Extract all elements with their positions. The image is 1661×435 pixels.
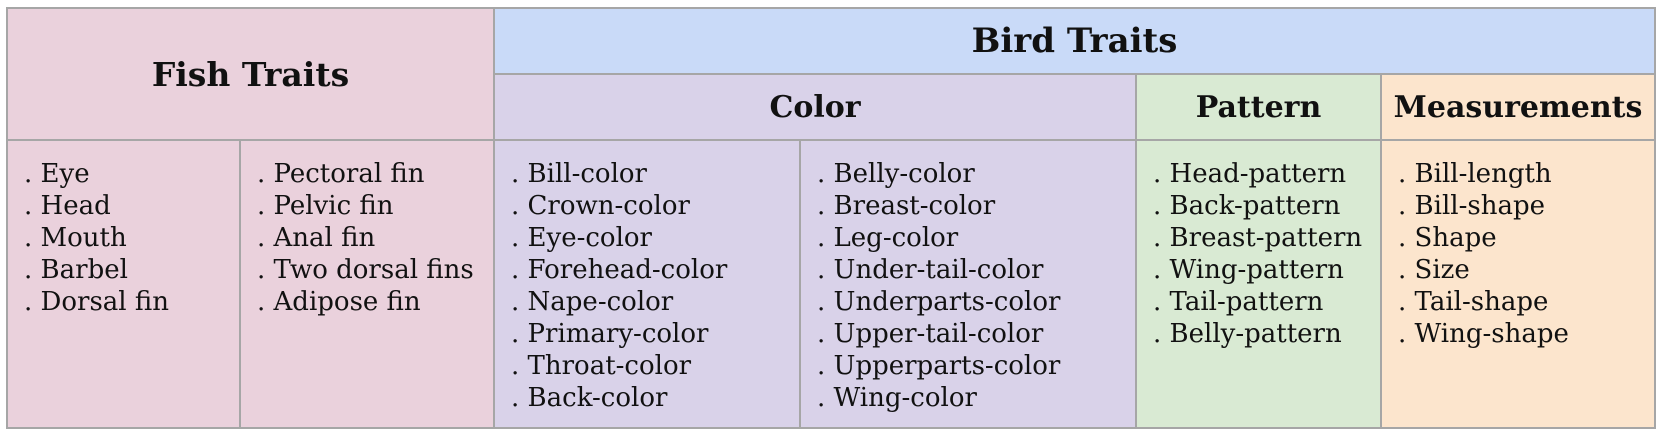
fish-traits-column-1: EyeHeadMouthBarbelDorsal fin: [6, 139, 241, 429]
pattern-trait-item: Breast-pattern: [1153, 222, 1374, 254]
color-trait-item: Throat-color: [511, 350, 793, 382]
pattern-trait-item: Head-pattern: [1153, 158, 1374, 190]
measurement-trait-item: Bill-length: [1398, 158, 1648, 190]
fish-trait-item: Mouth: [24, 222, 233, 254]
color-traits-column-2: Belly-colorBreast-colorLeg-colorUnder-ta…: [799, 139, 1137, 429]
color-trait-item: Upperparts-color: [817, 350, 1129, 382]
color-trait-item: Belly-color: [817, 158, 1129, 190]
pattern-trait-item: Belly-pattern: [1153, 318, 1374, 350]
measurement-trait-item: Size: [1398, 254, 1648, 286]
fish-traits-column-2: Pectoral finPelvic finAnal finTwo dorsal…: [239, 139, 495, 429]
color-header: Color: [493, 73, 1137, 141]
fish-trait-item: Barbel: [24, 254, 233, 286]
measurements-header: Measurements: [1379, 73, 1657, 141]
color-trait-item: Eye-color: [511, 222, 793, 254]
fish-trait-item: Anal fin: [257, 222, 487, 254]
color-trait-item: Breast-color: [817, 190, 1129, 222]
fish-trait-item: Pelvic fin: [257, 190, 487, 222]
color-trait-item: Upper-tail-color: [817, 318, 1129, 350]
color-trait-item: Under-tail-color: [817, 254, 1129, 286]
color-trait-item: Back-color: [511, 382, 793, 414]
measurement-trait-item: Wing-shape: [1398, 318, 1648, 350]
fish-trait-item: Eye: [24, 158, 233, 190]
color-trait-item: Bill-color: [511, 158, 793, 190]
pattern-header: Pattern: [1135, 73, 1382, 141]
fish-trait-item: Pectoral fin: [257, 158, 487, 190]
measurement-trait-item: Tail-shape: [1398, 286, 1648, 318]
bird-traits-header: Bird Traits: [492, 7, 1657, 75]
pattern-trait-item: Tail-pattern: [1153, 286, 1374, 318]
traits-table: Fish Traits Bird Traits Color Pattern Me…: [6, 7, 1657, 429]
color-traits-column-1: Bill-colorCrown-colorEye-colorForehead-c…: [493, 139, 801, 429]
fish-traits-header: Fish Traits: [6, 7, 495, 141]
fish-trait-item: Head: [24, 190, 233, 222]
fish-trait-item: Dorsal fin: [24, 286, 233, 318]
pattern-trait-item: Wing-pattern: [1153, 254, 1374, 286]
color-trait-item: Crown-color: [511, 190, 793, 222]
fish-trait-item: Two dorsal fins: [257, 254, 487, 286]
color-trait-item: Underparts-color: [817, 286, 1129, 318]
color-trait-item: Leg-color: [817, 222, 1129, 254]
measurement-trait-item: Shape: [1398, 222, 1648, 254]
color-trait-item: Wing-color: [817, 382, 1129, 414]
measurement-trait-item: Bill-shape: [1398, 190, 1648, 222]
measurement-traits-column: Bill-lengthBill-shapeShapeSizeTail-shape…: [1379, 139, 1657, 429]
color-trait-item: Primary-color: [511, 318, 793, 350]
color-trait-item: Nape-color: [511, 286, 793, 318]
pattern-traits-column: Head-patternBack-patternBreast-patternWi…: [1135, 139, 1382, 429]
fish-trait-item: Adipose fin: [257, 286, 487, 318]
color-trait-item: Forehead-color: [511, 254, 793, 286]
pattern-trait-item: Back-pattern: [1153, 190, 1374, 222]
